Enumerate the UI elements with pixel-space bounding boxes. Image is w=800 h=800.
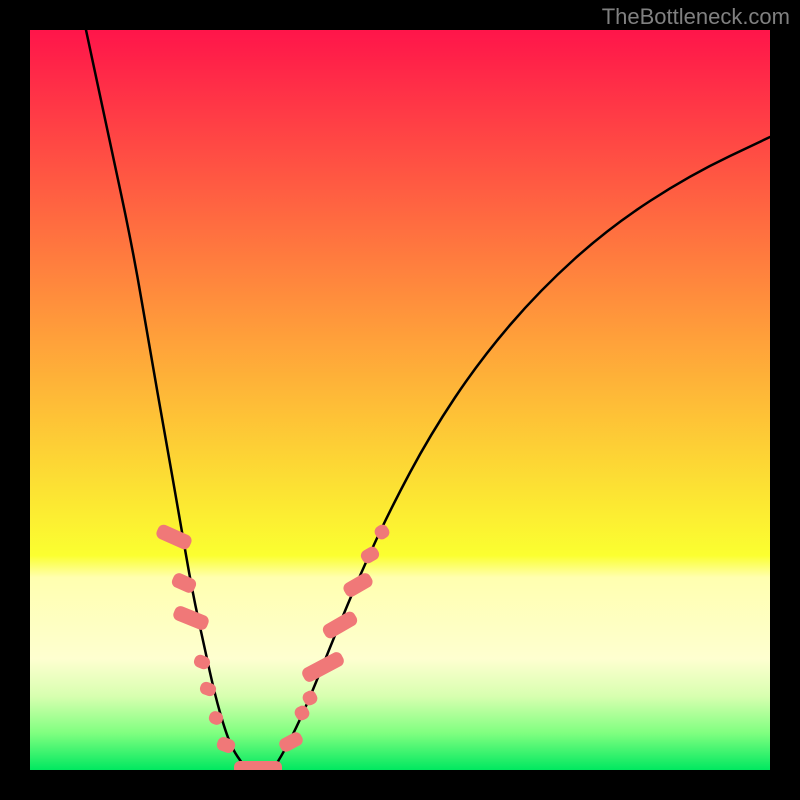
curve-layer <box>30 30 770 770</box>
curve-marker <box>277 730 305 754</box>
curve-marker <box>321 610 360 641</box>
curve-marker <box>301 689 320 708</box>
curve-marker <box>372 522 391 541</box>
curve-marker <box>359 544 382 565</box>
curve-right <box>277 137 770 763</box>
curve-marker <box>234 761 282 770</box>
curve-marker <box>341 571 374 599</box>
bottleneck-chart: TheBottleneck.com <box>0 0 800 800</box>
watermark-text: TheBottleneck.com <box>602 4 790 30</box>
curve-marker <box>172 604 211 631</box>
curve-marker <box>293 704 312 723</box>
curve-marker <box>155 523 194 551</box>
curve-marker <box>300 650 346 684</box>
curve-left <box>86 30 242 763</box>
plot-area <box>30 30 770 770</box>
